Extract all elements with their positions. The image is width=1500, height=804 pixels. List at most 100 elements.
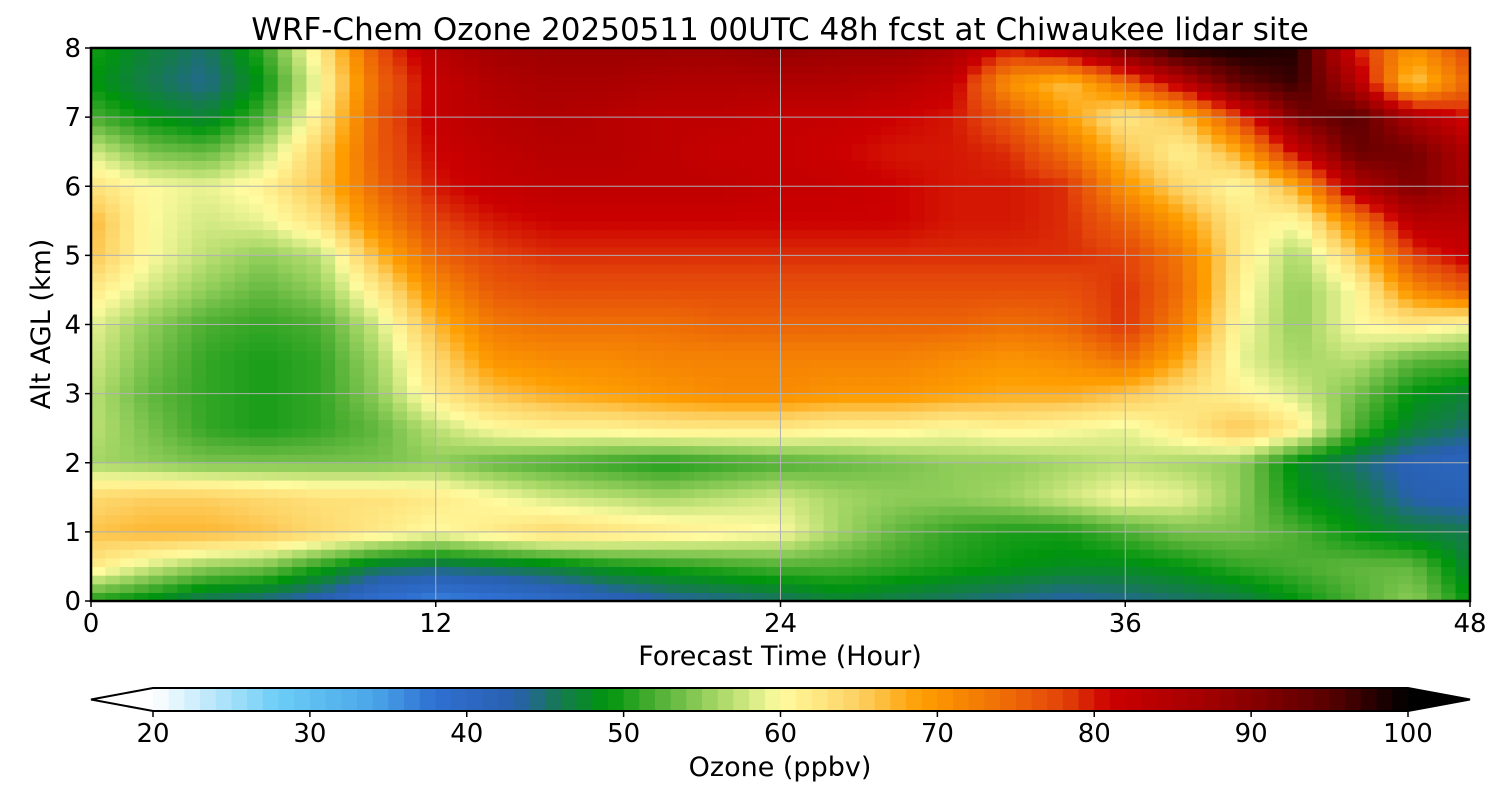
heatmap-cell [105, 549, 121, 559]
heatmap-cell [435, 281, 451, 291]
heatmap-cell [708, 298, 724, 308]
heatmap-cell [579, 376, 595, 386]
heatmap-cell [507, 229, 523, 239]
heatmap-cell [1110, 341, 1126, 352]
heatmap-cell [177, 264, 193, 274]
heatmap-cell [177, 160, 193, 170]
heatmap-cell [565, 367, 580, 377]
heatmap-cell [708, 497, 724, 507]
heatmap-cell [909, 333, 925, 343]
heatmap-cell [665, 194, 681, 205]
heatmap-cell [1168, 177, 1184, 187]
heatmap-cell [1355, 488, 1371, 498]
heatmap-cell [1297, 436, 1313, 447]
heatmap-cell [450, 505, 466, 516]
heatmap-cell [234, 324, 250, 334]
heatmap-cell [1398, 531, 1414, 542]
heatmap-cell [1369, 289, 1385, 300]
heatmap-cell [751, 514, 767, 524]
heatmap-cell [162, 575, 178, 585]
heatmap-cell [1355, 376, 1371, 386]
heatmap-cell [1067, 212, 1083, 222]
heatmap-cell [277, 531, 293, 542]
heatmap-cell [521, 575, 537, 585]
heatmap-cell [694, 212, 710, 222]
heatmap-cell [450, 229, 466, 239]
heatmap-cell [694, 549, 710, 559]
heatmap-cell [292, 462, 308, 472]
heatmap-cell [1096, 583, 1112, 593]
heatmap-cell [679, 359, 695, 369]
heatmap-cell [1153, 168, 1169, 179]
heatmap-cell [306, 272, 322, 282]
heatmap-cell [1355, 160, 1371, 170]
heatmap-cell [450, 384, 466, 395]
heatmap-cell [1441, 272, 1457, 282]
heatmap-cell [162, 488, 178, 498]
heatmap-cell [866, 264, 882, 274]
heatmap-cell [938, 281, 954, 291]
heatmap-cell [1067, 402, 1083, 412]
heatmap-cell [579, 497, 595, 507]
heatmap-cell [177, 402, 193, 412]
heatmap-cell [565, 220, 580, 231]
heatmap-cell [1441, 203, 1457, 213]
heatmap-cell [823, 445, 839, 455]
heatmap-cell [708, 393, 724, 403]
heatmap-cell [837, 186, 853, 196]
heatmap-cell [794, 445, 810, 455]
heatmap-cell [1311, 384, 1327, 395]
heatmap-cell [909, 315, 925, 326]
heatmap-cell [1340, 350, 1356, 360]
heatmap-cell [91, 505, 106, 516]
heatmap-cell [1182, 298, 1198, 308]
heatmap-cell [1326, 454, 1342, 464]
heatmap-cell [220, 289, 236, 300]
heatmap-cell [1283, 592, 1299, 602]
heatmap-cell [679, 419, 695, 429]
heatmap-cell [134, 462, 150, 472]
heatmap-cell [306, 307, 322, 317]
heatmap-cell [277, 246, 293, 256]
heatmap-cell [550, 272, 566, 282]
heatmap-cell [363, 557, 379, 568]
heatmap-cell [91, 160, 106, 170]
heatmap-cell [349, 462, 365, 472]
heatmap-cell [579, 359, 595, 369]
heatmap-cell [593, 264, 609, 274]
heatmap-cell [1398, 307, 1414, 317]
heatmap-cell [1441, 229, 1457, 239]
heatmap-cell [1110, 220, 1126, 231]
heatmap-cell [1283, 186, 1299, 196]
heatmap-cell [105, 289, 121, 300]
heatmap-cell [306, 281, 322, 291]
heatmap-cell [981, 220, 997, 231]
heatmap-cell [119, 367, 135, 377]
heatmap-cell [723, 462, 738, 472]
heatmap-cell [1369, 324, 1385, 334]
heatmap-cell [335, 229, 351, 239]
heatmap-cell [823, 419, 839, 429]
heatmap-cell [1039, 488, 1055, 498]
heatmap-cell [277, 480, 293, 490]
heatmap-cell [751, 505, 767, 516]
heatmap-cell [191, 445, 207, 455]
heatmap-cell [809, 514, 825, 524]
heatmap-cell [1268, 307, 1284, 317]
heatmap-cell [349, 350, 365, 360]
heatmap-cell [306, 246, 322, 256]
heatmap-cell [1110, 281, 1126, 291]
heatmap-cell [407, 410, 422, 421]
heatmap-cell [694, 194, 710, 205]
heatmap-cell [723, 540, 738, 550]
heatmap-cell [1412, 393, 1428, 403]
heatmap-cell [507, 592, 523, 602]
heatmap-cell [608, 523, 624, 533]
heatmap-cell [1039, 523, 1055, 533]
heatmap-cell [349, 151, 365, 161]
heatmap-cell [1110, 462, 1126, 472]
heatmap-cell [622, 462, 638, 472]
heatmap-cell [320, 505, 336, 516]
heatmap-cell [1168, 272, 1184, 282]
heatmap-cell [565, 298, 580, 308]
